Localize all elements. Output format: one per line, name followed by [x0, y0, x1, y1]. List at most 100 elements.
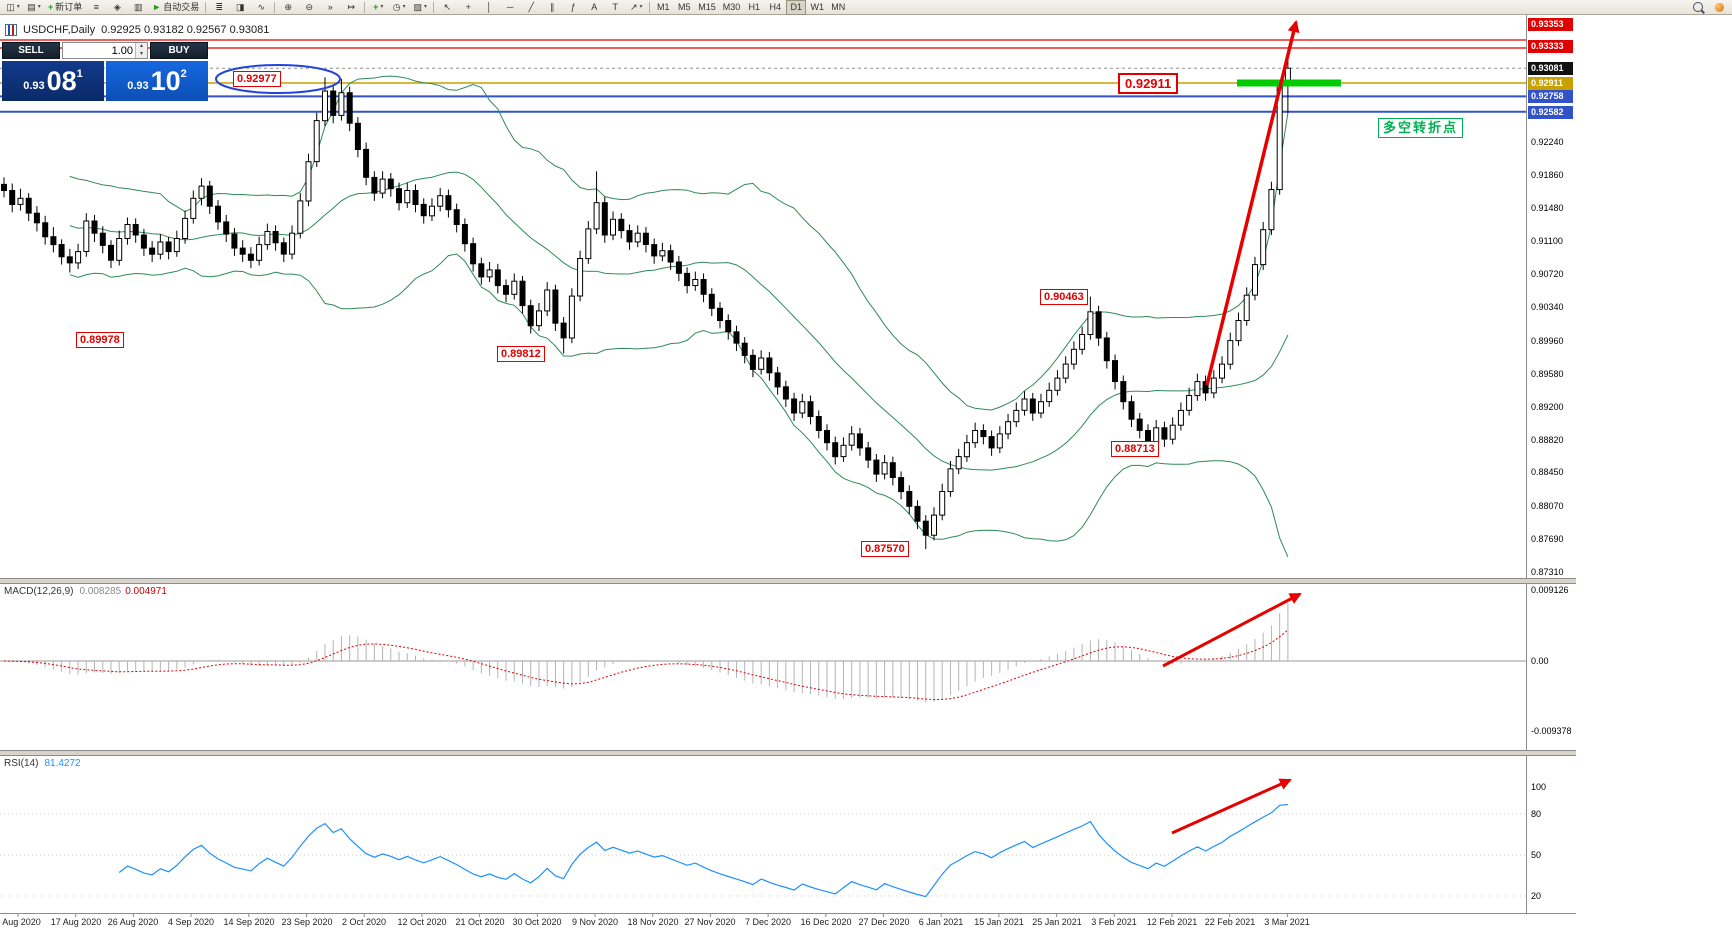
entry-zone-highlight[interactable]: [1237, 79, 1341, 87]
sell-price-sup: 1: [76, 68, 83, 80]
periods-icon[interactable]: ◷ ▾: [389, 0, 409, 15]
crosshair-icon[interactable]: +: [458, 0, 478, 15]
horizontal-line-icon[interactable]: ─: [500, 0, 520, 15]
price-scale-tick: 0.88820: [1531, 435, 1564, 445]
panel-resize-handle[interactable]: [0, 578, 1576, 584]
sell-price-big: 08: [46, 65, 77, 96]
price-callout[interactable]: 0.88713: [1111, 441, 1159, 457]
cursor-icon[interactable]: ↖: [437, 0, 457, 15]
indicators-icon[interactable]: + ▾: [368, 0, 388, 15]
profiles-icon: ▤: [27, 1, 36, 12]
price-callout[interactable]: 0.92977: [233, 71, 281, 87]
trendline-icon[interactable]: ╱: [521, 0, 541, 15]
panel-resize-handle[interactable]: [0, 750, 1576, 756]
new-chart-icon: ◫: [6, 1, 15, 12]
macd-label: MACD(12,26,9) 0.008285 0.004971: [4, 586, 167, 597]
price-scale-badge: 0.92911: [1528, 77, 1573, 90]
buy-button[interactable]: BUY: [150, 42, 208, 59]
price-callout[interactable]: 0.89812: [497, 346, 545, 362]
chart-title: USDCHF,Daily 0.92925 0.93182 0.92567 0.9…: [5, 24, 269, 36]
vertical-line-icon: │: [486, 1, 493, 12]
toolbar-separator: [433, 1, 435, 13]
vertical-line-icon[interactable]: │: [479, 0, 499, 15]
channel-icon: ∥: [549, 1, 555, 12]
new-order-button[interactable]: + 新订单: [45, 0, 85, 15]
navigator-icon[interactable]: ◈: [107, 0, 127, 15]
trend-arrow[interactable]: [1162, 592, 1302, 668]
timeframe-h1-button[interactable]: H1: [748, 1, 760, 12]
buy-price-box[interactable]: 0.93 10 2: [106, 61, 208, 101]
profiles-icon[interactable]: ▤ ▾: [24, 0, 44, 15]
date-axis-label: 18 Nov 2020: [627, 917, 679, 927]
trend-arrow[interactable]: [1205, 20, 1300, 386]
cursor-icon: ↖: [443, 1, 451, 12]
price-scale-badge: 0.92582: [1528, 106, 1573, 119]
chart-shift-icon[interactable]: ↦: [341, 0, 361, 15]
toolbar-separator: [649, 1, 651, 13]
line-chart-icon[interactable]: ∿: [251, 0, 271, 15]
rsi-panel[interactable]: [0, 778, 1526, 898]
rsi-scale-tick: 80: [1531, 809, 1542, 819]
date-axis-label: 12 Oct 2020: [397, 917, 447, 927]
autoscroll-icon[interactable]: »: [320, 0, 340, 15]
timeframe-d1-button[interactable]: D1: [786, 0, 807, 15]
zoom-in-icon[interactable]: ⊕: [278, 0, 298, 15]
spin-up-icon[interactable]: ▴: [136, 43, 147, 51]
trendline-icon: ╱: [528, 1, 534, 12]
candles-chart-icon[interactable]: ◨: [230, 0, 250, 15]
label-icon[interactable]: T: [605, 0, 625, 15]
chevron-down-icon: ▾: [380, 3, 384, 10]
price-callout[interactable]: 0.89978: [76, 332, 124, 348]
date-axis-label: 9 Nov 2020: [571, 917, 619, 927]
chevron-down-icon: ▾: [37, 3, 41, 10]
zoom-out-icon[interactable]: ⊖: [299, 0, 319, 15]
timeframe-m30-button[interactable]: M30: [722, 1, 741, 12]
notifications-button[interactable]: [1709, 0, 1729, 15]
sell-price-box[interactable]: 0.93 08 1: [2, 61, 104, 101]
chevron-down-icon: ▾: [16, 3, 20, 10]
price-scale-tick: 0.89960: [1531, 336, 1564, 346]
autotrade-button[interactable]: ► 自动交易: [149, 0, 202, 15]
fibonacci-icon[interactable]: ƒ: [563, 0, 583, 15]
spin-down-icon[interactable]: ▾: [136, 50, 147, 58]
trend-arrow[interactable]: [1171, 778, 1292, 835]
templates-icon[interactable]: ▨ ▾: [410, 0, 430, 15]
volume-input[interactable]: [63, 43, 135, 58]
bollinger-band-line: [69, 75, 1289, 411]
channel-icon[interactable]: ∥: [542, 0, 562, 15]
volume-field[interactable]: ▴▾: [62, 42, 148, 59]
price-scale-tick: 0.87310: [1531, 567, 1564, 577]
price-scale-badge: 0.93333: [1528, 40, 1573, 53]
arrows-icon[interactable]: ↗ ▾: [626, 0, 646, 15]
timeframe-h4-button[interactable]: H4: [769, 1, 781, 12]
price-callout[interactable]: 0.87570: [861, 541, 909, 557]
date-axis-label: 6 Jan 2021: [918, 917, 964, 927]
date-axis-label: 12 Feb 2021: [1146, 917, 1198, 927]
search-button[interactable]: [1688, 0, 1708, 15]
price-scale-badge: 0.93353: [1528, 18, 1573, 31]
sell-button[interactable]: SELL: [2, 42, 60, 59]
text-icon[interactable]: A: [584, 0, 604, 15]
timeframe-m15-button[interactable]: M15: [698, 1, 716, 12]
turning-point-label[interactable]: 多空转折点: [1378, 118, 1464, 138]
market-watch-icon[interactable]: ≡: [86, 0, 106, 15]
level-price-callout[interactable]: 0.92911: [1118, 73, 1179, 94]
timeframe-m1-button[interactable]: M1: [656, 1, 670, 12]
macd-panel[interactable]: [0, 592, 1526, 703]
macd-scale-tick: 0.00: [1531, 656, 1549, 666]
timeframe-w1-button[interactable]: W1: [810, 1, 825, 12]
terminal-icon[interactable]: ▥: [128, 0, 148, 15]
bars-chart-icon[interactable]: ≣: [209, 0, 229, 15]
price-callout[interactable]: 0.90463: [1040, 289, 1088, 305]
highlight-ellipse[interactable]: [215, 64, 341, 94]
timeframe-m5-button[interactable]: M5: [677, 1, 691, 12]
volume-spinner[interactable]: ▴ ▾: [135, 43, 147, 58]
new-chart-icon[interactable]: ◫ ▾: [3, 0, 23, 15]
date-axis-label: 26 Aug 2020: [107, 917, 159, 927]
price-panel[interactable]: [0, 20, 1526, 558]
horizontal-line-icon: ─: [507, 1, 514, 12]
timeframe-mn-button[interactable]: MN: [831, 1, 846, 12]
one-click-trade-panel: SELL ▴▾ BUY 0.93 08 1 0.93 10 2: [2, 42, 208, 101]
ohlc-readout: 0.92925 0.93182 0.92567 0.93081: [101, 24, 270, 36]
